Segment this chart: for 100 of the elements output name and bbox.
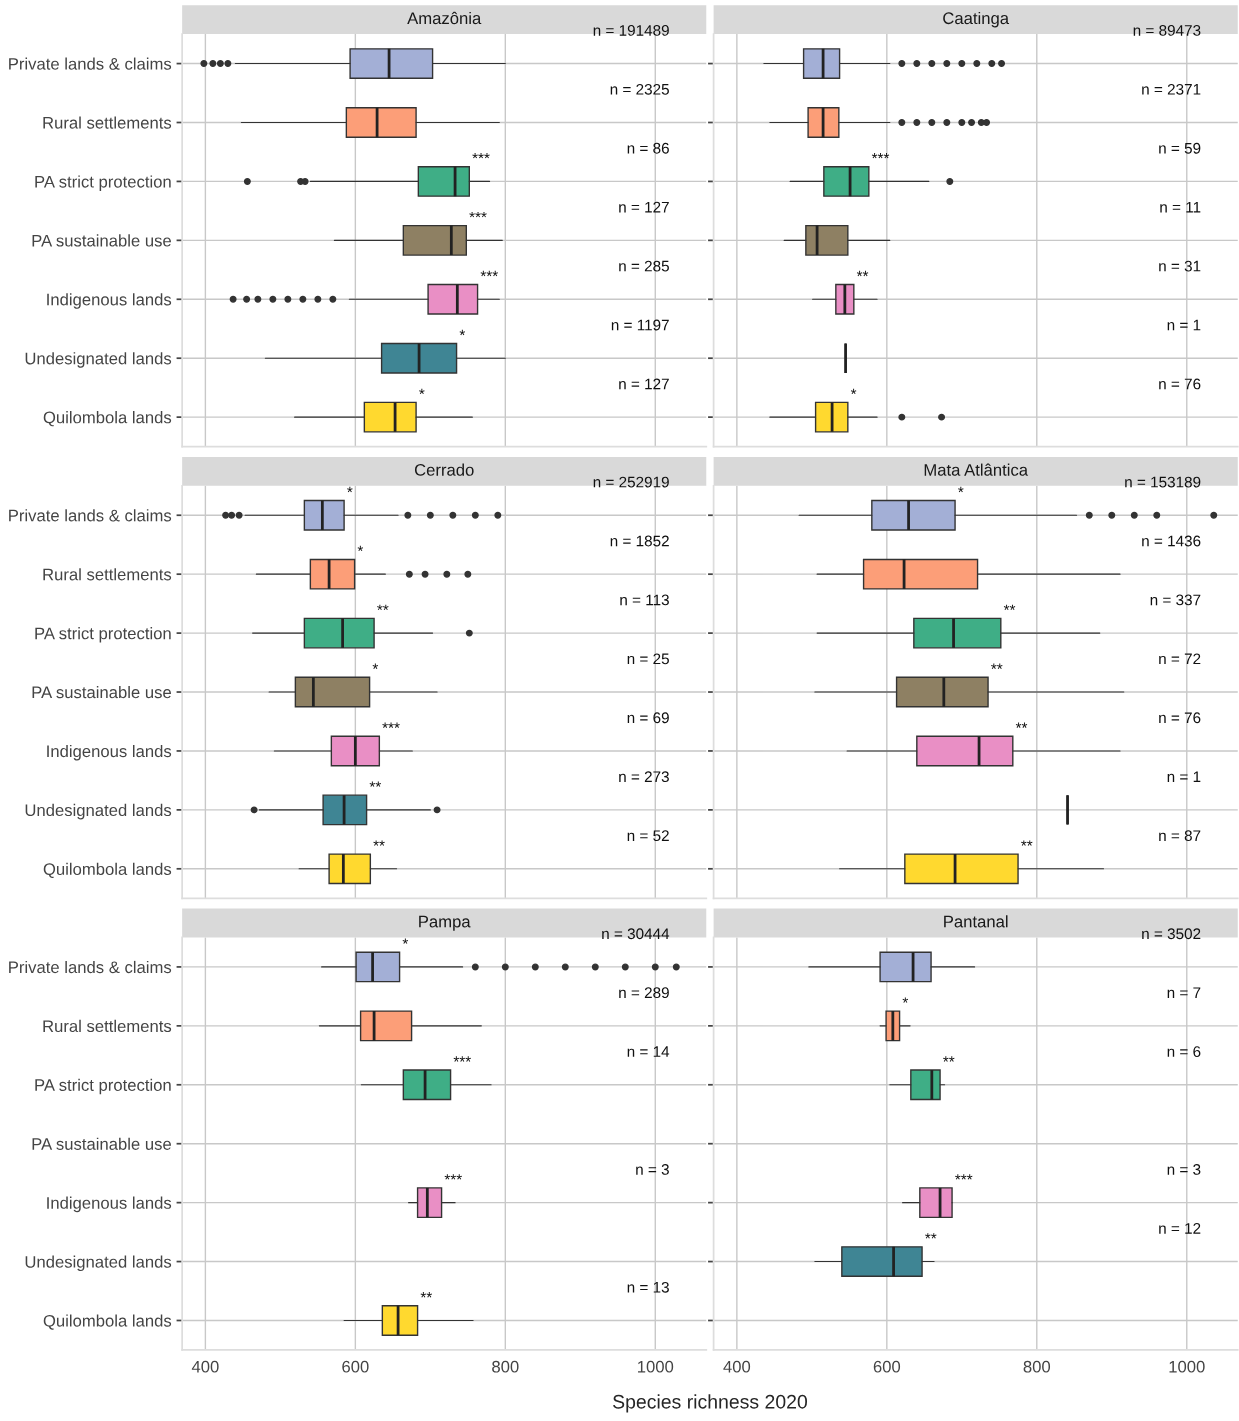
- annotation: *: [958, 486, 964, 493]
- annotation: n = 72: [1159, 653, 1201, 665]
- y-tick-label: Private lands & claims: [9, 57, 172, 70]
- annotation: **: [943, 1056, 955, 1062]
- chart-title: Amazônia: [407, 11, 482, 25]
- annotation: **: [420, 1292, 433, 1298]
- x-tick-label: 600: [873, 1360, 901, 1373]
- annotation: n = 113: [620, 594, 669, 606]
- y-tick-label: PA strict protection: [35, 175, 171, 191]
- annotation: n = 1: [1167, 771, 1201, 782]
- annotation: n = 25: [627, 653, 669, 665]
- y-tick-label: Private lands & claims: [9, 509, 172, 522]
- y-tick-label: Rural settlements: [43, 1019, 172, 1033]
- y-tick-label: Quilombola lands: [43, 862, 172, 878]
- y-tick-label: Undesignated lands: [25, 352, 172, 368]
- y-tick-label: Indigenous lands: [47, 293, 172, 309]
- annotation: ***: [955, 1174, 973, 1180]
- annotation: ***: [453, 1056, 471, 1062]
- annotation: n = 191489: [593, 24, 669, 36]
- annotation: n = 6: [1167, 1046, 1201, 1058]
- annotation: n = 13: [627, 1281, 669, 1293]
- annotation: n = 285: [619, 260, 669, 272]
- annotation: n = 52: [627, 830, 669, 842]
- y-tick-label: Undesignated lands: [25, 803, 172, 820]
- annotation: n = 31: [1159, 260, 1201, 272]
- annotation: **: [1015, 722, 1028, 728]
- annotation: n = 59: [1159, 142, 1201, 154]
- annotation: ***: [469, 211, 487, 218]
- annotation: n = 87: [1159, 830, 1201, 842]
- annotation: n = 14: [627, 1046, 670, 1057]
- chart-title: Caatinga: [943, 11, 1010, 28]
- y-tick-label: Private lands & claims: [9, 960, 172, 974]
- x-tick-label: 400: [191, 1360, 219, 1373]
- annotation: n = 1: [1167, 319, 1201, 331]
- annotation: *: [902, 997, 909, 1003]
- annotation: n = 289: [619, 987, 669, 999]
- x-tick-label: 1000: [638, 1360, 674, 1373]
- annotation: n = 1852: [610, 535, 669, 547]
- annotation: n = 2325: [610, 83, 669, 95]
- y-tick-label: Indigenous lands: [47, 744, 172, 761]
- annotation: n = 127: [619, 201, 669, 213]
- y-tick-label: PA strict protection: [35, 1078, 171, 1095]
- x-tick-label: 1000: [1169, 1360, 1205, 1373]
- annotation: **: [1021, 840, 1033, 846]
- annotation: **: [377, 604, 389, 611]
- annotation: n = 1436: [1142, 535, 1201, 547]
- annotation: n = 2371: [1142, 83, 1201, 95]
- annotation: n = 30444: [602, 928, 670, 940]
- annotation: n = 3: [1167, 1164, 1201, 1175]
- annotation: *: [372, 663, 379, 669]
- chart-title: Mata Atlântica: [924, 463, 1029, 476]
- x-tick-label: 600: [342, 1360, 369, 1373]
- x-tick-label: 400: [723, 1360, 751, 1373]
- y-tick-label: Rural settlements: [43, 116, 172, 129]
- x-tick-label: 800: [492, 1360, 519, 1373]
- annotation: n = 3: [636, 1164, 669, 1175]
- annotation: n = 337: [1150, 594, 1201, 606]
- x-tick-label: 800: [1023, 1360, 1051, 1373]
- annotation: ***: [871, 153, 890, 159]
- annotation: n = 252919: [593, 476, 669, 488]
- annotation: n = 273: [619, 771, 669, 783]
- y-tick-label: PA sustainable use: [32, 234, 171, 247]
- annotation: ***: [382, 722, 400, 728]
- y-tick-label: Quilombola lands: [43, 411, 172, 427]
- annotation: **: [991, 663, 1003, 669]
- y-tick-label: Indigenous lands: [47, 1196, 172, 1213]
- annotation: **: [373, 840, 385, 846]
- annotation: n = 89473: [1133, 24, 1201, 36]
- annotation: *: [419, 388, 425, 395]
- y-tick-label: PA sustainable use: [32, 1137, 171, 1150]
- x-axis-title: Species richness 2020: [613, 1394, 808, 1413]
- annotation: n = 127: [619, 378, 669, 390]
- annotation: n = 7: [1167, 987, 1201, 998]
- annotation: n = 11: [1160, 201, 1201, 213]
- annotation: *: [357, 545, 364, 552]
- annotation: **: [369, 781, 382, 787]
- y-tick-label: Quilombola lands: [43, 1314, 172, 1330]
- annotation: ***: [444, 1174, 462, 1180]
- annotation: **: [925, 1233, 937, 1239]
- chart-title: Pantanal: [944, 915, 1008, 928]
- y-tick-label: Undesignated lands: [25, 1255, 172, 1272]
- annotation: **: [1003, 604, 1016, 611]
- y-tick-label: PA sustainable use: [32, 685, 171, 699]
- chart-title: Cerrado: [414, 463, 474, 476]
- annotation: *: [850, 388, 857, 395]
- annotation: n = 86: [627, 142, 669, 154]
- annotation: ***: [472, 153, 490, 159]
- annotation: n = 76: [1159, 378, 1201, 390]
- annotation: ***: [480, 270, 498, 277]
- y-tick-label: PA strict protection: [35, 627, 171, 643]
- annotation: n = 153189: [1125, 476, 1201, 488]
- annotation: n = 12: [1159, 1222, 1201, 1234]
- annotation: *: [459, 329, 466, 336]
- annotation: n = 3502: [1142, 928, 1201, 940]
- y-tick-label: Rural settlements: [43, 568, 172, 581]
- annotation: *: [402, 938, 409, 944]
- annotation: n = 76: [1159, 712, 1201, 724]
- chart-title: Pampa: [419, 915, 471, 931]
- annotation: **: [856, 270, 869, 277]
- annotation: n = 1197: [611, 319, 669, 331]
